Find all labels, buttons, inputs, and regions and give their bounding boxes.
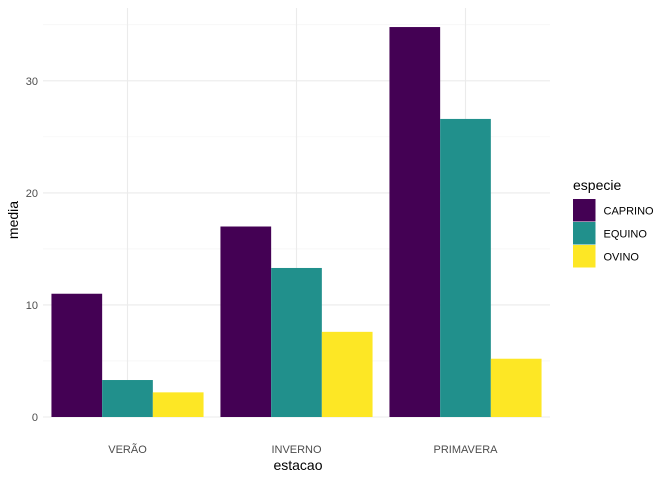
y-axis-ticks: 0 10 20 30 [26, 76, 38, 424]
bar-equino-1 [102, 380, 153, 417]
bars [51, 27, 542, 417]
x-axis-ticks: VERÃO INVERNO PRIMAVERA [108, 443, 498, 456]
y-axis-title: media [5, 201, 21, 239]
y-tick-label: 10 [26, 300, 38, 312]
x-tick-label: PRIMAVERA [434, 444, 499, 456]
bar-ovino-2 [321, 331, 373, 417]
x-axis-title: estacao [273, 457, 322, 473]
bar-caprino-2 [220, 226, 272, 417]
bar-caprino-3 [389, 27, 441, 417]
legend-key-ovino [573, 245, 596, 268]
bar-equino-3 [440, 118, 491, 417]
legend-label-ovino: OVINO [604, 251, 640, 263]
legend-label-equino: EQUINO [604, 228, 648, 240]
legend-key-equino [573, 222, 596, 245]
x-tick-label: VERÃO [108, 443, 147, 456]
y-tick-label: 30 [26, 76, 38, 88]
bar-caprino-1 [51, 293, 103, 417]
y-tick-label: 20 [26, 188, 38, 200]
legend-key-caprino [573, 199, 596, 222]
bar-ovino-1 [152, 392, 204, 417]
y-tick-label: 0 [32, 412, 38, 424]
bar-equino-2 [271, 267, 322, 417]
legend-title: especie [573, 177, 621, 193]
x-tick-label: INVERNO [271, 444, 322, 456]
legend-label-caprino: CAPRINO [604, 205, 655, 217]
legend: especie CAPRINO EQUINO OVINO [573, 177, 654, 268]
bar-ovino-3 [490, 358, 542, 417]
